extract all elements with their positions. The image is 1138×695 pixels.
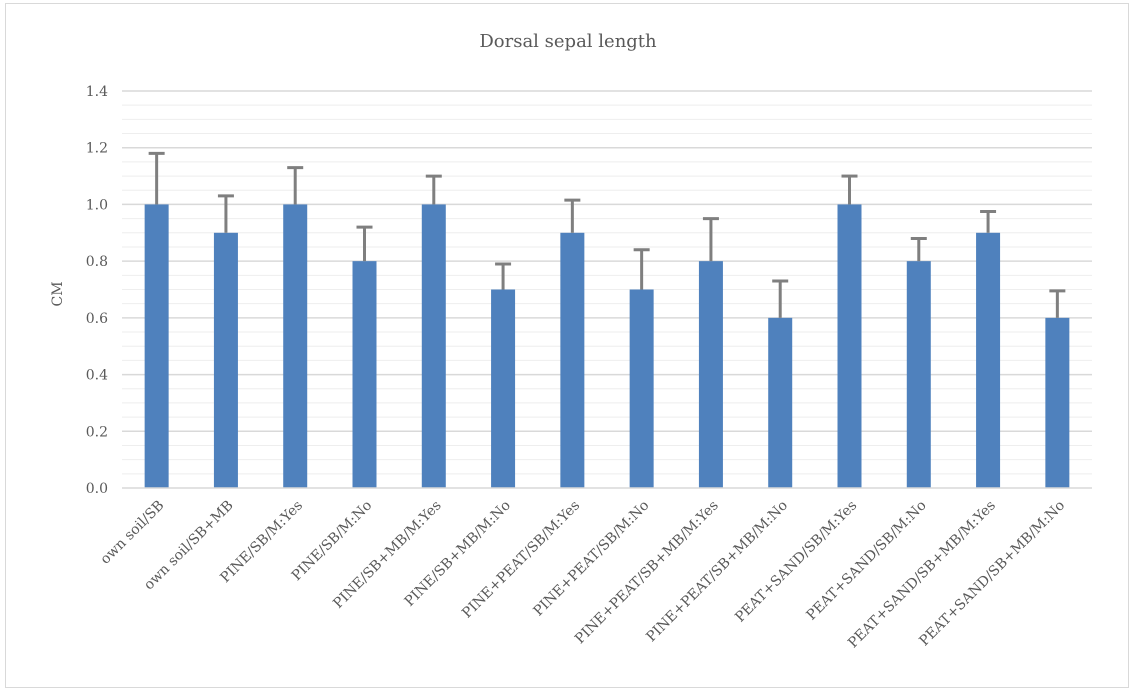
x-tick-label: own soil/SB bbox=[97, 498, 167, 568]
bar bbox=[213, 232, 238, 488]
bar bbox=[283, 204, 308, 488]
y-tick-label: 1.2 bbox=[86, 141, 108, 157]
bar bbox=[491, 289, 516, 488]
y-tick-label: 0.2 bbox=[86, 424, 108, 440]
bar bbox=[906, 261, 931, 488]
chart-frame: Dorsal sepal length CM 0.0 0.2 0.4 0.6 0.8 1.… bbox=[5, 3, 1129, 688]
x-tick-label: PINE+PEAT/SB+MB/M:No bbox=[643, 498, 791, 646]
chart-svg: Dorsal sepal length CM 0.0 0.2 0.4 0.6 0.8 1.… bbox=[50, 31, 1092, 652]
gridlines bbox=[122, 90, 1092, 475]
bar bbox=[976, 232, 1001, 488]
bar bbox=[837, 204, 862, 488]
x-tick-label: PEAT+SAND/SB/M:Yes bbox=[732, 498, 860, 626]
y-axis-title: CM bbox=[50, 281, 66, 306]
bar bbox=[1045, 317, 1070, 488]
y-tick-label: 0.8 bbox=[86, 254, 108, 270]
x-tick-label: PINE+PEAT/SB/M:Yes bbox=[459, 498, 583, 622]
y-tick-label: 0.0 bbox=[86, 481, 108, 497]
bar bbox=[144, 204, 169, 488]
bar bbox=[698, 261, 723, 488]
bar bbox=[629, 289, 654, 488]
bar bbox=[768, 317, 793, 488]
y-tick-label: 0.4 bbox=[86, 368, 108, 384]
bar bbox=[421, 204, 446, 488]
chart-title: Dorsal sepal length bbox=[479, 31, 657, 52]
bars bbox=[144, 204, 1070, 488]
x-tick-label: PINE+PEAT/SB/M:No bbox=[530, 498, 652, 620]
x-tick-label: PINE+PEAT/SB+MB/M:Yes bbox=[572, 498, 722, 648]
y-tick-label: 1.0 bbox=[86, 197, 108, 213]
error-bars bbox=[148, 151, 1066, 318]
bar bbox=[352, 261, 377, 488]
y-tick-label: 1.4 bbox=[86, 84, 108, 100]
y-axis-ticks: 0.0 0.2 0.4 0.6 0.8 1.0 1.2 1.4 bbox=[86, 84, 108, 497]
x-tick-label: PEAT+SAND/SB+MB/M:No bbox=[916, 498, 1068, 650]
y-tick-label: 0.6 bbox=[86, 311, 108, 327]
bar bbox=[560, 232, 585, 488]
x-tick-label: PEAT+SAND/SB/M:No bbox=[804, 498, 930, 624]
x-tick-label: PEAT+SAND/SB+MB/M:Yes bbox=[845, 498, 999, 652]
